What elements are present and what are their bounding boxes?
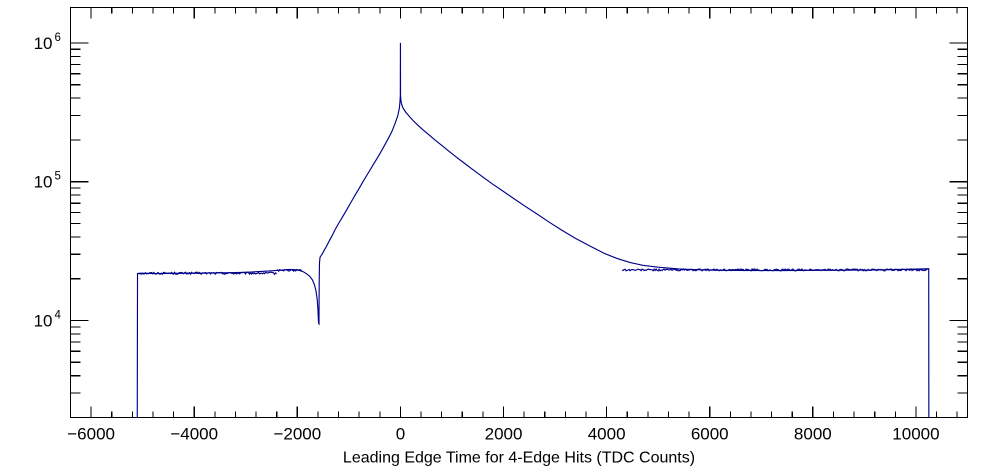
x-tick-label: −2000 (273, 425, 321, 444)
data-series-line (136, 42, 930, 418)
y-tick-label-exponent: 6 (55, 32, 61, 44)
x-tick-label: −6000 (67, 425, 115, 444)
x-axis-tick-labels: −6000 −4000 −2000 0 2000 4000 6000 8000 10000 (67, 425, 939, 444)
y-tick-label-exponent: 4 (55, 309, 62, 321)
data-series-curve (136, 42, 930, 418)
x-tick-label: 8000 (794, 425, 832, 444)
y-axis-ticks (70, 42, 968, 419)
x-tick-label: 2000 (485, 425, 523, 444)
x-axis-title: Leading Edge Time for 4-Edge Hits (TDC C… (343, 450, 695, 467)
y-tick-label-mantissa: 10 (34, 34, 53, 53)
y-tick-label: 10 5 (34, 171, 61, 192)
x-axis-title-text: Leading Edge Time for 4-Edge Hits (TDC C… (343, 450, 695, 467)
data-series-noise (138, 271, 277, 276)
y-tick-label: 10 6 (34, 32, 61, 53)
y-tick-label-mantissa: 10 (34, 173, 53, 192)
x-tick-label: −4000 (170, 425, 218, 444)
y-tick-label: 10 4 (34, 309, 62, 330)
x-tick-label: 10000 (892, 425, 939, 444)
x-axis-ticks (69, 7, 958, 418)
y-tick-label-mantissa: 10 (34, 311, 53, 330)
y-tick-label-exponent: 5 (55, 171, 61, 183)
data-series-noise (276, 268, 303, 273)
x-tick-label: 6000 (691, 425, 729, 444)
plot-frame (69, 6, 969, 419)
x-tick-label: 4000 (588, 425, 626, 444)
data-series-noise (622, 267, 928, 272)
x-tick-label: 0 (396, 425, 405, 444)
